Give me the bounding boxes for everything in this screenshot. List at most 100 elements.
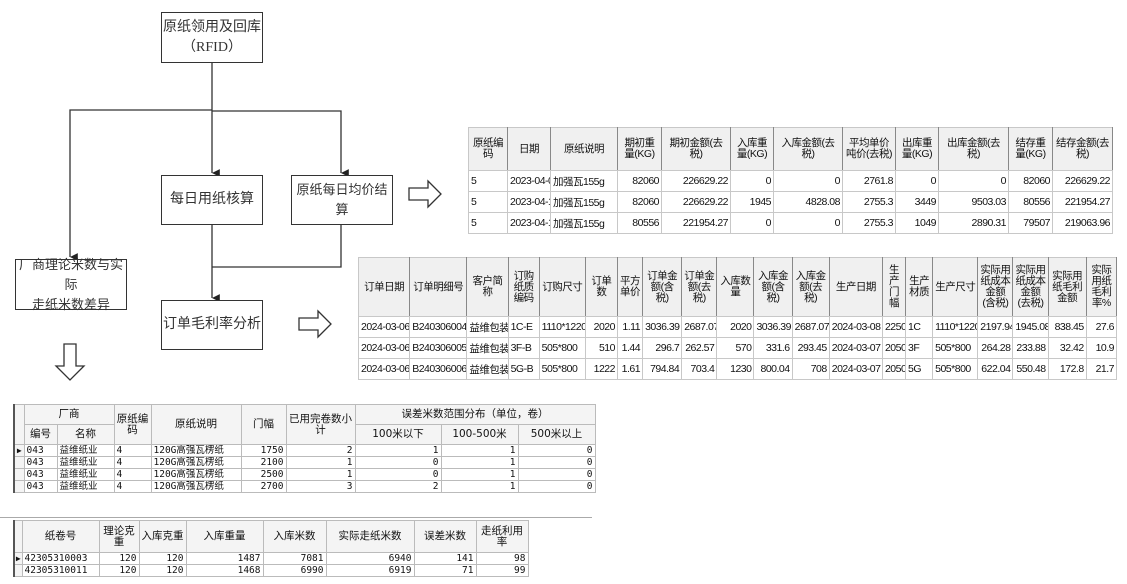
column-header[interactable]: 订单金额(含税) (642, 257, 683, 317)
column-header[interactable]: 平方单价 (616, 257, 644, 317)
column-header[interactable]: 订单金额(去税) (681, 257, 718, 317)
table-cell: 5G (905, 358, 934, 380)
table-cell: 2 (354, 480, 442, 493)
column-header[interactable]: 实际用纸毛利率% (1085, 257, 1118, 317)
table-cell: 505*800 (538, 337, 586, 359)
column-header[interactable]: 入库重量 (185, 520, 264, 553)
column-header[interactable]: 期初重量(KG) (617, 127, 662, 171)
hollow-arrow-right-icon (298, 309, 332, 339)
table-cell: 708 (791, 358, 830, 380)
column-header[interactable]: 生产日期 (828, 257, 883, 317)
table-row[interactable]: 52023-04-09加强瓦155g82060226629.22002761.8… (468, 170, 1113, 192)
column-header[interactable]: 订购纸质编码 (507, 257, 540, 317)
column-header[interactable]: 已用完卷数小计 (285, 404, 356, 445)
table-cell: 82060 (617, 170, 662, 192)
table-cell: 2024-03-06 (357, 316, 411, 338)
column-header[interactable]: 纸卷号 (21, 520, 100, 553)
vendor-diff-box: 厂商理论米数与实际 走纸米数差异 (15, 257, 127, 312)
table-row[interactable]: 2024-03-06B240306004-1益维包装1C-E1110*12202… (357, 316, 1118, 338)
table-cell: 2023-04-10 (507, 191, 551, 213)
column-header[interactable]: 订单数 (584, 257, 618, 317)
row-indicator[interactable] (13, 468, 25, 481)
table-cell: 2687.07 (681, 316, 718, 338)
table-cell: 120G高强瓦楞纸 (150, 480, 242, 493)
table-cell: 293.45 (791, 337, 830, 359)
table-row[interactable]: 2024-03-06B240306006-1益维包装5G-B505*800122… (357, 358, 1118, 380)
table-cell: 550.48 (1012, 358, 1049, 380)
table-cell: 1.61 (616, 358, 644, 380)
column-header[interactable]: 期初金额(去税) (661, 127, 731, 171)
column-header[interactable]: 500米以上 (517, 424, 596, 445)
table-row[interactable]: 2024-03-06B240306005-1益维包装3F-B505*800510… (357, 337, 1118, 359)
column-header[interactable]: 出库金额(去税) (938, 127, 1009, 171)
column-header[interactable]: 入库金额(去税) (791, 257, 830, 317)
column-header[interactable]: 入库数量 (716, 257, 755, 317)
column-header[interactable]: 结存重量(KG) (1008, 127, 1053, 171)
column-header[interactable]: 入库克重 (138, 520, 187, 553)
column-header[interactable]: 生产材质 (905, 257, 934, 317)
order-margin-box: 订单毛利率分析 (161, 300, 263, 350)
column-header[interactable]: 入库金额(去税) (773, 127, 843, 171)
table-cell: 2020 (584, 316, 618, 338)
column-header[interactable]: 100米以下 (354, 424, 442, 445)
table-cell: 益维包装 (466, 337, 509, 359)
column-header[interactable]: 入库米数 (262, 520, 327, 553)
column-header[interactable]: 结存金额(去税) (1052, 127, 1113, 171)
table-row[interactable]: 043 益维纸业 4 120G高强瓦楞纸 2500 1 0 1 0 (13, 468, 596, 481)
table-row[interactable]: 42305310011 120 120 1468 6990 6919 71 99 (13, 564, 529, 577)
column-header[interactable]: 原纸说明 (550, 127, 618, 171)
column-header[interactable]: 实际用纸成本金额(去税) (1012, 257, 1049, 317)
column-header[interactable]: 日期 (507, 127, 551, 171)
column-header[interactable]: 原纸编码 (113, 404, 152, 445)
table-cell: 加强瓦155g (550, 191, 618, 213)
column-header[interactable]: 原纸说明 (150, 404, 242, 445)
row-indicator[interactable]: ▶ (13, 444, 25, 457)
column-header[interactable]: 门幅 (240, 404, 287, 445)
column-header[interactable]: 平均单价吨价(去税) (842, 127, 896, 171)
column-header[interactable]: 客户简称 (466, 257, 509, 317)
row-indicator[interactable] (13, 480, 25, 493)
column-header[interactable]: 编号 (23, 424, 58, 445)
column-header[interactable]: 生产尺寸 (932, 257, 979, 317)
row-indicator[interactable]: ▶ (13, 552, 23, 565)
column-header[interactable]: 订单日期 (357, 257, 411, 317)
column-header[interactable]: 误差米数 (413, 520, 477, 553)
table-cell: 1110*1220 (538, 316, 586, 338)
table-cell: 2024-03-07 (828, 358, 883, 380)
column-header[interactable]: 实际走纸米数 (325, 520, 415, 553)
column-header[interactable]: 订单明细号 (409, 257, 468, 317)
row-indicator[interactable] (13, 564, 23, 577)
table-cell: 120 (138, 552, 187, 565)
column-header[interactable]: 实际用纸成本金额(含税) (977, 257, 1014, 317)
table-cell: 2023-04-11 (507, 212, 551, 234)
column-header[interactable]: 走纸利用率 (475, 520, 529, 553)
column-header[interactable]: 出库重量(KG) (895, 127, 939, 171)
table-cell: 9503.03 (938, 191, 1009, 213)
row-indicator[interactable] (13, 456, 25, 469)
table-cell: 2024-03-07 (828, 337, 883, 359)
column-header[interactable]: 生产门幅 (881, 257, 907, 317)
table-row[interactable]: ▶ 42305310003 120 120 1487 7081 6940 141 98 (13, 552, 529, 565)
table-cell: 0 (730, 212, 774, 234)
table-row[interactable]: 52023-04-11加强瓦155g80556221954.27002755.3… (468, 212, 1113, 234)
table-row[interactable]: 043 益维纸业 4 120G高强瓦楞纸 2100 1 0 1 0 (13, 456, 596, 469)
table-cell: 42305310003 (21, 552, 100, 565)
table-cell: 1468 (185, 564, 264, 577)
column-header[interactable]: 100-500米 (440, 424, 519, 445)
column-header[interactable]: 理论克重 (98, 520, 140, 553)
table-cell: 2024-03-06 (357, 337, 411, 359)
column-header[interactable]: 入库重量(KG) (730, 127, 774, 171)
column-header[interactable]: 原纸编码 (468, 127, 508, 171)
table-row[interactable]: 52023-04-10加强瓦155g82060226629.2219454828… (468, 191, 1113, 213)
table-cell: 4 (113, 468, 152, 481)
table-cell: 2050 (881, 358, 907, 380)
column-header[interactable]: 订购尺寸 (538, 257, 586, 317)
table-row[interactable]: ▶ 043 益维纸业 4 120G高强瓦楞纸 1750 2 1 1 0 (13, 444, 596, 457)
column-header[interactable]: 入库金额(含税) (753, 257, 793, 317)
table-cell: 2100 (240, 456, 287, 469)
column-header[interactable]: 实际用纸毛利金额 (1047, 257, 1087, 317)
column-header[interactable]: 名称 (56, 424, 115, 445)
table-cell: B240306005-1 (409, 337, 468, 359)
table-row[interactable]: 043 益维纸业 4 120G高强瓦楞纸 2700 3 2 1 0 (13, 480, 596, 493)
table-cell: 1 (440, 480, 519, 493)
